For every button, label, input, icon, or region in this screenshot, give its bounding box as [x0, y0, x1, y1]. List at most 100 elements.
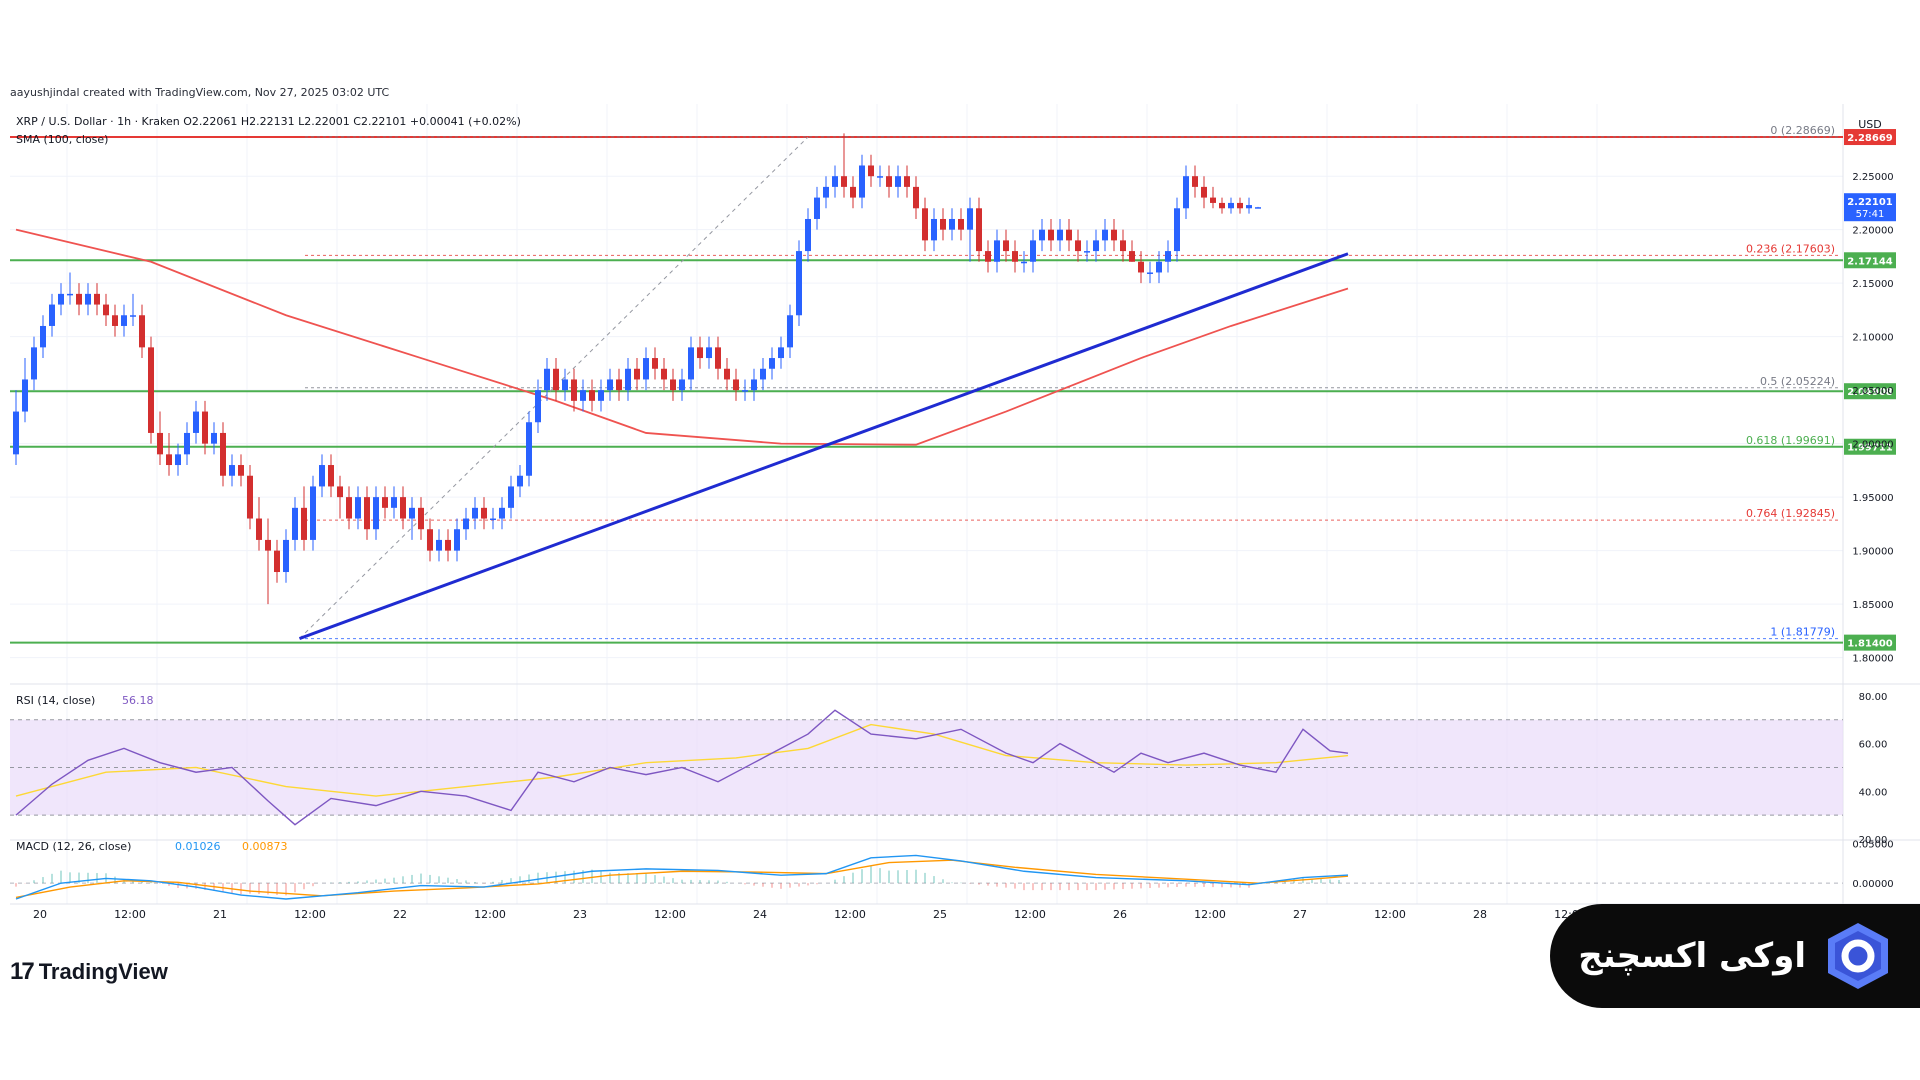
candle-body — [715, 347, 721, 369]
macd-signal-path — [15, 859, 1349, 899]
candle-body — [670, 379, 676, 391]
candle — [1012, 240, 1018, 273]
candle-body — [733, 379, 739, 391]
candle-body — [139, 315, 145, 348]
candle — [841, 133, 847, 198]
rsi-tick-label: 80.00 — [1859, 692, 1888, 703]
candle — [130, 293, 136, 326]
fib-level-label: 0.236 (2.17603) — [1746, 242, 1835, 255]
candle-body — [652, 358, 658, 369]
candle-body — [931, 218, 937, 241]
candle — [1237, 197, 1243, 214]
candle — [1102, 218, 1108, 252]
candle — [355, 486, 361, 530]
candle — [364, 486, 370, 540]
candle — [1246, 197, 1252, 214]
rsi-header: RSI (14, close) — [16, 694, 95, 707]
sma-100-line — [15, 228, 1349, 446]
price-tick-label: 2.00000 — [1852, 440, 1893, 451]
candle — [1210, 186, 1216, 209]
level-tag-bg — [1844, 129, 1896, 146]
candle — [742, 379, 748, 401]
candle-body — [40, 325, 46, 348]
candle-body — [778, 347, 784, 359]
candle — [760, 358, 766, 391]
candle — [571, 368, 577, 412]
horizontal-levels: 2.28669 2.17144 2.04908 1.99711 1.81400 — [10, 129, 1896, 651]
candle — [256, 497, 262, 551]
level-tag: 1.99711 — [1847, 443, 1893, 454]
candle-body — [1228, 202, 1234, 209]
candle — [1228, 197, 1234, 214]
candle — [787, 304, 793, 359]
candle — [499, 497, 505, 530]
price-tick-label: 2.10000 — [1852, 333, 1893, 344]
candle — [967, 197, 973, 262]
time-tick-label: 21 — [213, 908, 227, 921]
macd-tick-label: 0.05000 — [1852, 840, 1893, 851]
candle-body — [1075, 240, 1081, 252]
candle-body — [1192, 176, 1198, 187]
candle-body — [247, 475, 253, 519]
candle — [454, 518, 460, 562]
candle — [1201, 176, 1207, 209]
candle — [580, 379, 586, 412]
bullish-trend-line — [298, 252, 1349, 640]
candle — [877, 165, 883, 187]
candle-body — [751, 379, 757, 391]
fib-level-label: 0.618 (1.99691) — [1746, 434, 1835, 447]
candle-body — [1120, 240, 1126, 252]
candle-body — [31, 347, 37, 380]
level-tag-bg — [1844, 383, 1896, 400]
candle — [1165, 240, 1171, 273]
candle-body — [571, 379, 577, 401]
candle — [1057, 218, 1063, 252]
candle — [1111, 218, 1117, 252]
candle-body — [1003, 240, 1009, 252]
candle — [931, 208, 937, 252]
candle — [643, 347, 649, 391]
candle — [85, 283, 91, 316]
tradingview-logo[interactable]: 17 TradingView — [10, 958, 168, 986]
candle — [535, 379, 541, 433]
time-tick-label: 25 — [933, 908, 947, 921]
rsi-lines — [15, 709, 1349, 826]
candle — [409, 497, 415, 540]
candle-body — [382, 497, 388, 508]
time-tick-label: 12:00 — [834, 908, 866, 921]
tradingview-mark-icon: 17 — [10, 958, 35, 985]
candle-body — [769, 358, 775, 369]
candle — [148, 336, 154, 444]
candle-body — [1219, 202, 1225, 209]
candle-body — [697, 347, 703, 359]
candle — [427, 518, 433, 562]
candle — [481, 497, 487, 530]
last-price-countdown: 57:41 — [1856, 209, 1885, 220]
candle — [679, 368, 685, 401]
last-price-tag: 2.22101 — [1847, 197, 1893, 208]
level-tag: 2.17144 — [1847, 256, 1893, 267]
candle-body — [922, 208, 928, 241]
time-axis: 20 12:00 21 12:00 22 12:00 23 12:00 24 12:00 25 12:… — [33, 908, 1586, 921]
candle — [994, 229, 1000, 273]
candle-body — [976, 208, 982, 252]
time-tick-label: 28 — [1473, 908, 1487, 921]
candle-body — [580, 390, 586, 401]
level-tag: 2.04908 — [1847, 387, 1893, 398]
tradingview-wordmark: TradingView — [38, 959, 168, 984]
candle — [445, 529, 451, 562]
candle — [778, 336, 784, 369]
candle — [373, 486, 379, 540]
time-tick-label: 12:00 — [1374, 908, 1406, 921]
candle — [238, 454, 244, 487]
candle-body — [427, 529, 433, 551]
candle — [1147, 261, 1153, 284]
candle — [697, 336, 703, 369]
candle — [193, 400, 199, 444]
candle — [625, 358, 631, 401]
candle — [265, 518, 271, 605]
candle — [31, 336, 37, 391]
candle-body — [904, 176, 910, 187]
rsi-tick-label: 60.00 — [1859, 740, 1888, 751]
candle-body — [184, 432, 190, 455]
